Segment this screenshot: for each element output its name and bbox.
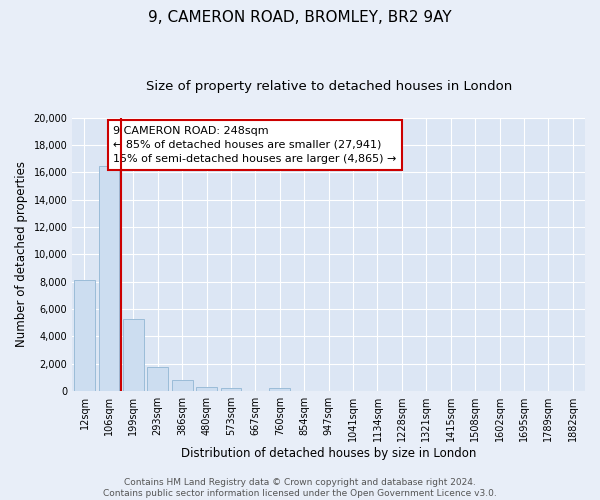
Bar (269, 388, 290, 391)
Text: Contains HM Land Registry data © Crown copyright and database right 2024.
Contai: Contains HM Land Registry data © Crown c… (103, 478, 497, 498)
Text: 9, CAMERON ROAD, BROMLEY, BR2 9AY: 9, CAMERON ROAD, BROMLEY, BR2 9AY (148, 10, 452, 25)
Y-axis label: Number of detached properties: Number of detached properties (15, 162, 28, 348)
Text: 9 CAMERON ROAD: 248sqm
← 85% of detached houses are smaller (27,941)
15% of semi: 9 CAMERON ROAD: 248sqm ← 85% of detached… (113, 126, 397, 164)
Title: Size of property relative to detached houses in London: Size of property relative to detached ho… (146, 80, 512, 93)
Bar (98, 166, 119, 391)
Bar (123, 318, 144, 391)
X-axis label: Distribution of detached houses by size in London: Distribution of detached houses by size … (181, 447, 476, 460)
Bar (74, 280, 95, 391)
Bar (196, 388, 217, 391)
Bar (221, 388, 241, 391)
Bar (148, 367, 168, 391)
Bar (172, 380, 193, 391)
